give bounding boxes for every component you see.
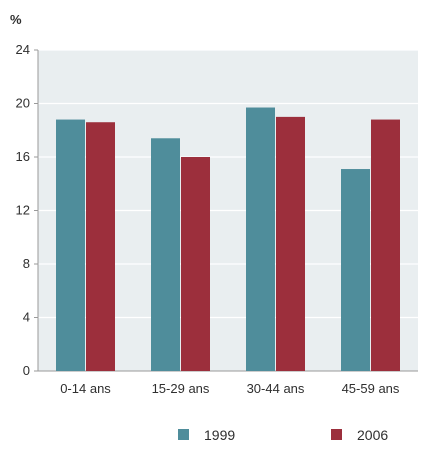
x-axis-ticks: 0-14 ans 15-29 ans 30-44 ans 45-59 ans — [60, 381, 400, 396]
bar-1999-30-44-ans — [246, 107, 275, 371]
x-tick-label: 0-14 ans — [60, 381, 111, 396]
y-axis-unit-label: % — [10, 12, 22, 27]
y-tick-label: 24 — [16, 42, 30, 57]
bar-2006-30-44-ans — [276, 116, 305, 371]
y-tick-label: 4 — [23, 310, 30, 325]
y-tick-label: 0 — [23, 363, 30, 378]
bar-2006-45-59-ans — [371, 119, 400, 371]
x-tick-label: 45-59 ans — [342, 381, 400, 396]
bar-2006-15-29-ans — [181, 157, 210, 371]
legend: 1999 2006 — [178, 427, 388, 443]
y-tick-label: 16 — [16, 149, 30, 164]
legend-label-2006: 2006 — [357, 427, 388, 443]
bar-1999-45-59-ans — [341, 169, 370, 371]
y-tick-label: 8 — [23, 256, 30, 271]
y-tick-label: 12 — [16, 203, 30, 218]
bar-1999-15-29-ans — [151, 138, 180, 371]
bars — [56, 107, 400, 371]
x-tick-label: 30-44 ans — [247, 381, 305, 396]
y-tick-label: 20 — [16, 96, 30, 111]
bar-2006-0-14-ans — [86, 122, 115, 371]
x-tick-label: 15-29 ans — [152, 381, 210, 396]
legend-swatch-1999 — [178, 429, 189, 440]
legend-swatch-2006 — [331, 429, 342, 440]
legend-label-1999: 1999 — [204, 427, 235, 443]
bar-1999-0-14-ans — [56, 119, 85, 371]
